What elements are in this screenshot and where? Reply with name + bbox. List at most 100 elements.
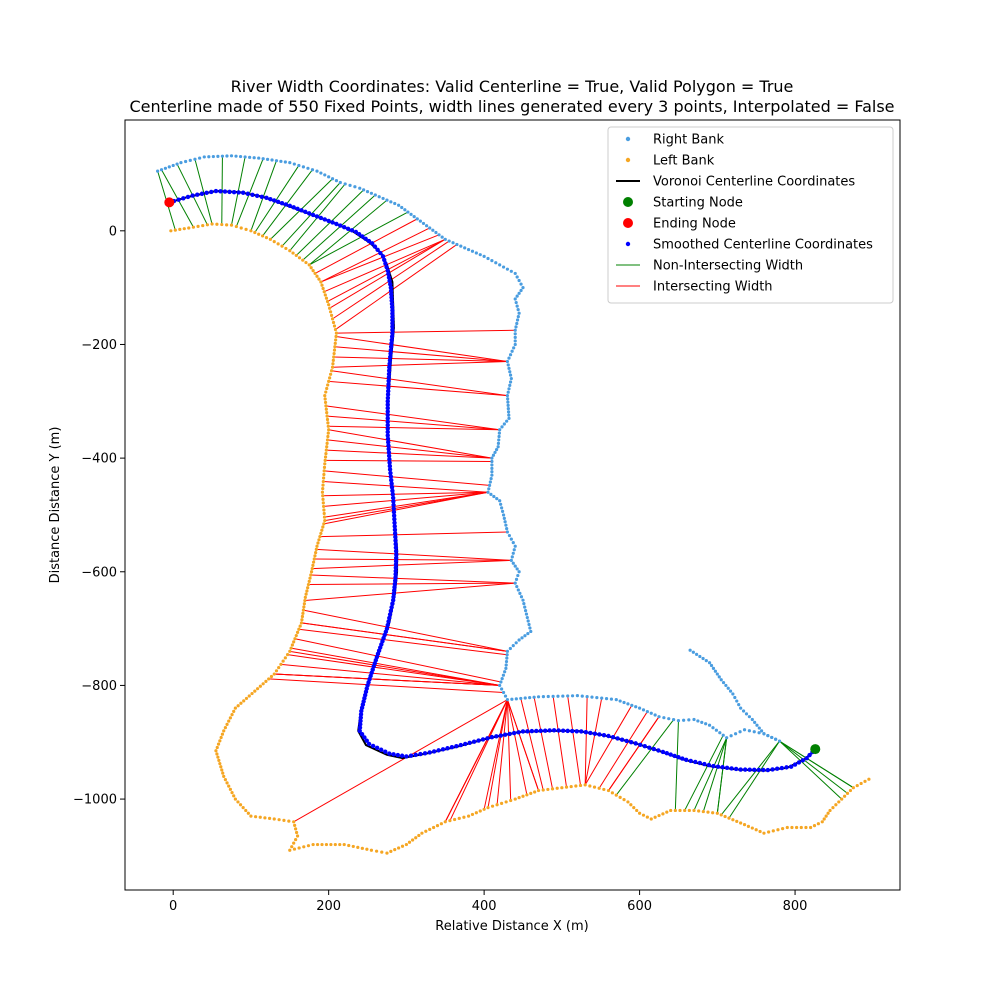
left-bank-point — [215, 222, 219, 226]
smoothed-centerline-point — [779, 765, 785, 771]
smoothed-centerline-point — [386, 440, 391, 445]
right-bank-point — [511, 551, 515, 555]
left-bank-point — [219, 765, 223, 769]
left-bank-point — [326, 383, 330, 387]
left-bank-point — [333, 341, 337, 345]
smoothed-centerline-point — [656, 748, 661, 753]
smoothed-centerline-point — [366, 741, 372, 747]
right-bank-point — [330, 177, 335, 181]
smoothed-centerline-point — [507, 731, 512, 737]
right-bank-point — [653, 713, 657, 717]
smoothed-centerline-point — [356, 232, 362, 237]
right-bank-point — [288, 161, 292, 165]
left-bank-point — [347, 843, 351, 848]
left-bank-point — [311, 563, 315, 567]
smoothed-centerline-point — [387, 751, 392, 756]
right-bank-point — [501, 690, 506, 695]
right-bank-point — [362, 188, 366, 192]
non-intersecting-width-line — [684, 734, 724, 811]
smoothed-centerline-point — [440, 747, 446, 752]
right-bank-point — [500, 425, 504, 429]
left-bank-point — [583, 783, 587, 787]
right-bank-point — [451, 241, 455, 245]
intersecting-width-line — [608, 716, 660, 791]
smoothed-centerline-point — [391, 509, 397, 515]
right-bank-point — [510, 349, 514, 353]
right-bank-point — [508, 370, 512, 374]
smoothed-centerline-point — [390, 324, 395, 329]
smoothed-centerline-point — [390, 597, 396, 603]
left-bank-point — [536, 788, 541, 793]
left-bank-point — [272, 240, 276, 244]
right-bank-point — [301, 165, 305, 169]
right-bank-point — [513, 564, 517, 568]
intersecting-width-line — [449, 699, 508, 821]
intersecting-width-line — [496, 699, 508, 805]
right-bank-point — [498, 428, 502, 432]
left-bank-point — [828, 808, 832, 813]
smoothed-centerline-point — [796, 760, 802, 765]
right-bank-point — [711, 666, 716, 670]
left-bank-point — [304, 260, 308, 265]
left-bank-point — [294, 253, 298, 258]
left-bank-point — [804, 825, 808, 830]
right-bank-point — [747, 729, 751, 733]
right-bank-point — [514, 325, 518, 329]
left-bank-point — [555, 786, 559, 790]
smoothed-centerline-point — [520, 729, 526, 734]
left-bank-point — [297, 627, 301, 631]
right-bank-point — [645, 709, 649, 714]
smoothed-centerline-point — [393, 559, 399, 564]
left-bank-point — [637, 811, 642, 815]
legend-swatch — [623, 218, 633, 228]
smoothed-centerline-point — [792, 762, 798, 767]
chart-title: River Width Coordinates: Valid Centerlin… — [231, 77, 794, 96]
right-bank-point — [503, 694, 508, 698]
smoothed-centerline-point — [303, 209, 308, 215]
right-bank-point — [513, 332, 517, 336]
smoothed-centerline-point — [364, 738, 369, 743]
smoothed-centerline-point — [392, 527, 398, 533]
intersecting-width-line — [310, 574, 516, 584]
right-bank-point — [274, 159, 279, 163]
left-bank-point — [322, 504, 326, 509]
right-bank-point — [506, 397, 510, 401]
smoothed-centerline-point — [702, 761, 707, 767]
smoothed-centerline-point — [393, 534, 398, 540]
smoothed-centerline-point — [538, 728, 543, 734]
right-bank-point — [499, 680, 503, 684]
smoothed-centerline-point — [624, 738, 629, 744]
right-bank-point — [698, 654, 702, 659]
right-bank-point — [523, 609, 528, 613]
right-bank-point — [490, 259, 494, 263]
smoothed-centerline-point — [310, 212, 316, 218]
smoothed-centerline-point — [254, 193, 260, 199]
left-bank-point — [574, 784, 578, 788]
smoothed-centerline-point — [287, 203, 292, 209]
right-bank-point — [541, 695, 545, 699]
right-bank-point — [741, 709, 746, 713]
left-bank-point — [289, 646, 293, 650]
left-bank-point — [331, 358, 335, 362]
left-bank-point — [837, 800, 841, 804]
non-intersecting-width-line — [674, 720, 679, 811]
right-bank-point — [672, 718, 676, 722]
right-bank-point — [519, 696, 523, 701]
right-bank-point — [506, 400, 510, 404]
smoothed-centerline-point — [389, 334, 395, 339]
right-bank-point — [521, 286, 525, 290]
right-bank-point — [489, 492, 493, 496]
smoothed-centerline-point — [463, 741, 468, 747]
smoothed-centerline-point — [291, 205, 296, 210]
axis-ticks: 0 200 400 600 800 0 −200 −400 −600 −800 −1000 — [73, 224, 807, 914]
right-bank-point — [500, 687, 504, 691]
right-bank-point — [220, 154, 225, 158]
left-bank-point — [321, 286, 325, 291]
right-bank-point — [500, 677, 504, 681]
x-tick-label: 0 — [169, 899, 177, 914]
right-bank-point — [753, 720, 757, 724]
right-bank-point — [167, 165, 171, 169]
right-bank-point — [506, 363, 510, 367]
left-bank-point — [326, 434, 330, 439]
left-bank-point — [313, 554, 317, 558]
